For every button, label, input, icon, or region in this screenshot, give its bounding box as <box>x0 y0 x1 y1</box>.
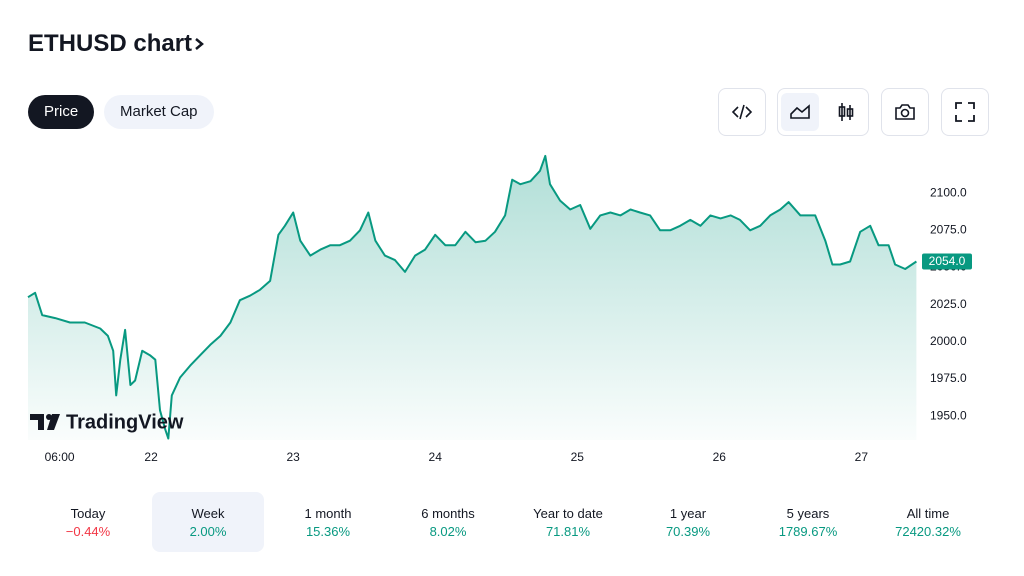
tab-price[interactable]: Price <box>28 95 95 129</box>
logo-glyph <box>46 414 52 420</box>
y-tick-label: 2075.0 <box>930 222 967 236</box>
period-button[interactable]: Year to date 71.81% <box>512 492 624 552</box>
tab-market-cap[interactable]: Market Cap <box>104 95 214 129</box>
snapshot-button[interactable] <box>881 88 929 136</box>
period-button[interactable]: Today −0.44% <box>32 492 144 552</box>
x-tick-label: 24 <box>429 450 443 464</box>
x-tick-label: 23 <box>286 450 300 464</box>
x-tick-label: 25 <box>571 450 585 464</box>
period-button[interactable]: All time 72420.32% <box>872 492 984 552</box>
y-tick-label: 2100.0 <box>930 185 967 199</box>
code-icon <box>731 104 753 120</box>
chart-style-group <box>777 88 869 136</box>
period-button[interactable]: 6 months 8.02% <box>392 492 504 552</box>
x-tick-label: 06:00 <box>45 450 75 464</box>
period-change: −0.44% <box>65 524 111 539</box>
x-tick-label: 22 <box>144 450 158 464</box>
period-button[interactable]: 5 years 1789.67% <box>752 492 864 552</box>
period-label: 1 year <box>669 506 707 521</box>
y-tick-label: 2000.0 <box>930 334 967 348</box>
period-change: 71.81% <box>545 524 591 539</box>
period-change: 72420.32% <box>895 524 961 539</box>
fullscreen-button[interactable] <box>941 88 989 136</box>
fullscreen-icon <box>955 102 975 122</box>
period-change: 70.39% <box>665 524 711 539</box>
y-tick-label: 1950.0 <box>930 408 967 422</box>
period-label: 6 months <box>421 506 475 521</box>
chevron-icon <box>195 38 204 50</box>
area-icon <box>790 104 810 119</box>
period-change: 2.00% <box>189 524 227 539</box>
period-change: 1789.67% <box>778 524 838 539</box>
period-label: Week <box>191 506 225 521</box>
candle-icon <box>838 103 854 121</box>
logo-glyph <box>30 414 44 430</box>
x-tick-label: 26 <box>713 450 727 464</box>
area-style-button[interactable] <box>781 93 819 131</box>
title: ETHUSD chart <box>28 30 193 57</box>
y-tick-label: 2025.0 <box>930 297 967 311</box>
period-button[interactable]: 1 year 70.39% <box>632 492 744 552</box>
logo-text: TradingView <box>66 411 184 433</box>
chart: 1950.01975.02000.02025.02050.02075.02100… <box>27 154 972 464</box>
tradingview-logo: TradingView <box>30 411 184 433</box>
price-tag <box>922 253 972 270</box>
camera-icon <box>895 104 915 120</box>
period-button[interactable]: Week 2.00% <box>152 492 264 552</box>
period-label: 1 month <box>304 506 352 521</box>
area-fill <box>28 155 917 440</box>
period-label: Today <box>70 506 106 521</box>
header[interactable]: ETHUSD chart <box>28 30 206 58</box>
logo-glyph <box>47 414 60 430</box>
price-tag-label: 2054.0 <box>929 254 966 268</box>
period-button[interactable]: 1 month 15.36% <box>272 492 384 552</box>
price-line <box>27 154 917 440</box>
candle-style-button[interactable] <box>827 93 865 131</box>
period-change: 15.36% <box>305 524 351 539</box>
period-label: 5 years <box>786 506 830 521</box>
period-label: Year to date <box>533 506 603 521</box>
period-label: All time <box>906 506 950 521</box>
y-tick-label: 1975.0 <box>930 371 967 385</box>
x-tick-label: 27 <box>855 450 869 464</box>
period-change: 8.02% <box>429 524 467 539</box>
embed-button[interactable] <box>718 88 766 136</box>
